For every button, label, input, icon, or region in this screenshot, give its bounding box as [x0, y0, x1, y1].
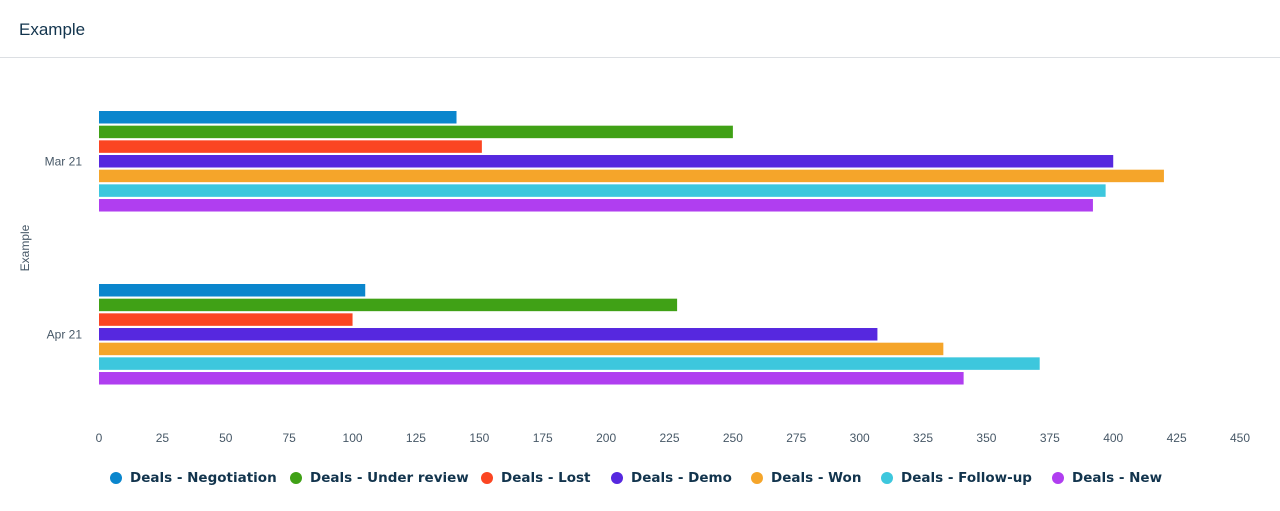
bar-deals-new-apr-21[interactable] [99, 372, 964, 385]
legend-item[interactable]: Deals - Negotiation [110, 467, 277, 489]
bars-layer [99, 111, 1164, 385]
x-tick-label: 300 [850, 431, 870, 445]
legend-swatch [611, 472, 623, 484]
legend-swatch [1052, 472, 1064, 484]
bar-deals-new-mar-21[interactable] [99, 199, 1093, 212]
legend-label: Deals - New [1072, 470, 1163, 486]
bar-deals-demo-mar-21[interactable] [99, 155, 1114, 168]
bar-deals-follow-up-mar-21[interactable] [99, 184, 1106, 197]
chart-legend: Deals - Negotiation Deals - Under review D… [0, 467, 1280, 489]
legend-label: Deals - Won [771, 470, 862, 486]
legend-swatch [481, 472, 493, 484]
x-tick-label: 200 [596, 431, 616, 445]
x-tick-label: 125 [406, 431, 426, 445]
bar-deals-won-apr-21[interactable] [99, 342, 944, 356]
legend-item[interactable]: Deals - Under review [290, 467, 469, 489]
bar-deals-under-review-apr-21[interactable] [99, 298, 678, 312]
legend-label: Deals - Demo [631, 470, 732, 486]
x-tick-label: 325 [913, 431, 933, 445]
x-tick-label: 25 [156, 431, 170, 445]
legend-item[interactable]: Deals - Demo [611, 467, 732, 489]
bar-deals-won-mar-21[interactable] [99, 169, 1164, 183]
chart-header: Example [0, 0, 1280, 58]
bar-deals-lost-mar-21[interactable] [99, 140, 482, 153]
x-tick-label: 0 [96, 431, 103, 445]
legend-label: Deals - Under review [310, 470, 469, 486]
x-tick-label: 75 [282, 431, 296, 445]
x-tick-label: 100 [343, 431, 363, 445]
legend-item[interactable]: Deals - Lost [481, 467, 591, 489]
bar-deals-negotiation-apr-21[interactable] [99, 284, 366, 297]
x-tick-label: 450 [1230, 431, 1250, 445]
x-axis-ticks: 0 25 50 75 100 125 150 175 200 225 250 275 300 325 350… [96, 431, 1251, 445]
legend-swatch [881, 472, 893, 484]
x-tick-label: 275 [786, 431, 806, 445]
bar-deals-demo-apr-21[interactable] [99, 328, 878, 341]
legend-label: Deals - Follow-up [901, 470, 1032, 486]
x-tick-label: 225 [659, 431, 679, 445]
y-axis-label: Example [18, 224, 32, 271]
legend-swatch [751, 472, 763, 484]
x-tick-label: 350 [976, 431, 996, 445]
legend-item[interactable]: Deals - Follow-up [881, 467, 1032, 489]
legend-label: Deals - Negotiation [130, 470, 277, 486]
bar-deals-lost-apr-21[interactable] [99, 313, 353, 326]
legend-item[interactable]: Deals - New [1052, 467, 1162, 489]
x-tick-label: 175 [533, 431, 553, 445]
y-tick-label: Apr 21 [47, 327, 83, 341]
x-tick-label: 425 [1167, 431, 1187, 445]
legend-label: Deals - Lost [501, 470, 591, 486]
chart-title: Example [19, 20, 86, 39]
x-tick-label: 150 [469, 431, 489, 445]
bar-chart: Mar 21 Apr 21 0 25 50 75 100 125 150 175 200 225 25… [18, 111, 1251, 445]
y-axis-ticks: Mar 21 Apr 21 [45, 154, 83, 341]
legend-item[interactable]: Deals - Won [751, 467, 861, 489]
y-tick-label: Mar 21 [45, 154, 83, 168]
x-tick-label: 50 [219, 431, 233, 445]
legend-swatch [110, 472, 122, 484]
bar-deals-negotiation-mar-21[interactable] [99, 111, 457, 124]
bar-deals-under-review-mar-21[interactable] [99, 125, 733, 139]
x-tick-label: 375 [1040, 431, 1060, 445]
x-tick-label: 400 [1103, 431, 1123, 445]
bar-deals-follow-up-apr-21[interactable] [99, 357, 1040, 370]
x-tick-label: 250 [723, 431, 743, 445]
legend-swatch [290, 472, 302, 484]
